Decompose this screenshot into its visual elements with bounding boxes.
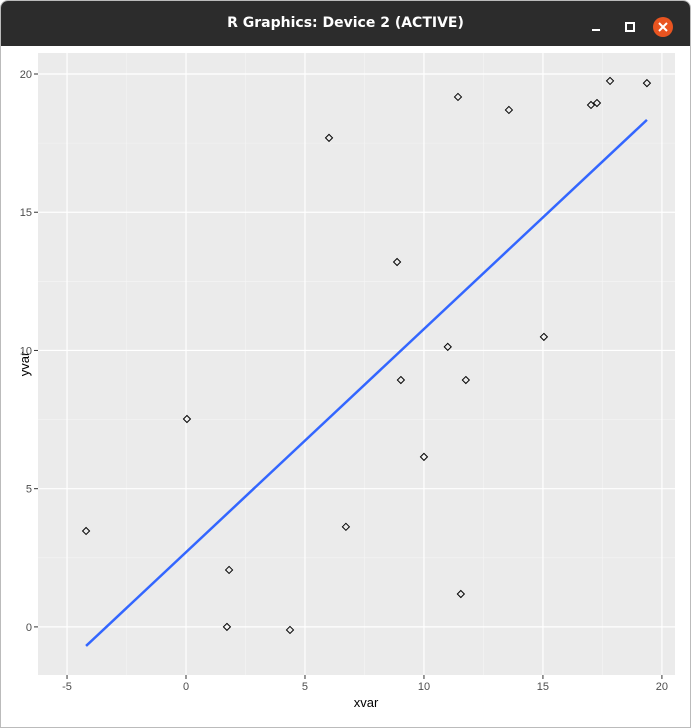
y-tick-label: 10: [20, 345, 32, 357]
point: [642, 78, 652, 88]
panel: [38, 53, 675, 675]
point: [324, 133, 334, 143]
point: [182, 414, 192, 424]
point: [396, 375, 406, 385]
point: [453, 92, 463, 102]
x-tick-label: 10: [418, 681, 430, 693]
point: [605, 76, 615, 86]
title-bar: R Graphics: Device 2 (ACTIVE): [1, 1, 690, 46]
y-tick-label: 5: [26, 484, 32, 496]
minimize-button[interactable]: [585, 16, 607, 38]
point: [592, 98, 602, 108]
point: [586, 100, 596, 110]
point: [222, 622, 232, 632]
point: [392, 257, 402, 267]
point: [285, 625, 295, 635]
point: [341, 522, 351, 532]
y-tick-label: 15: [20, 207, 32, 219]
point: [456, 589, 466, 599]
x-tick-label: 20: [656, 681, 668, 693]
point: [461, 375, 471, 385]
x-tick-label: 15: [537, 681, 549, 693]
point: [419, 452, 429, 462]
x-axis-label: xvar: [354, 695, 379, 710]
y-tick-label: 20: [20, 69, 32, 81]
x-tick-label: -5: [62, 681, 72, 693]
point: [81, 526, 91, 536]
x-tick-label: 5: [302, 681, 308, 693]
point: [224, 565, 234, 575]
point: [443, 342, 452, 352]
fit-line: [85, 118, 648, 647]
maximize-button[interactable]: [619, 16, 641, 38]
window-title: R Graphics: Device 2 (ACTIVE): [227, 15, 464, 31]
point: [504, 105, 514, 115]
close-button[interactable]: [652, 16, 674, 38]
point: [539, 332, 549, 342]
x-tick-label: 0: [183, 681, 189, 693]
y-tick-label: 0: [26, 622, 32, 634]
y-axis-label: yvar: [17, 351, 32, 376]
